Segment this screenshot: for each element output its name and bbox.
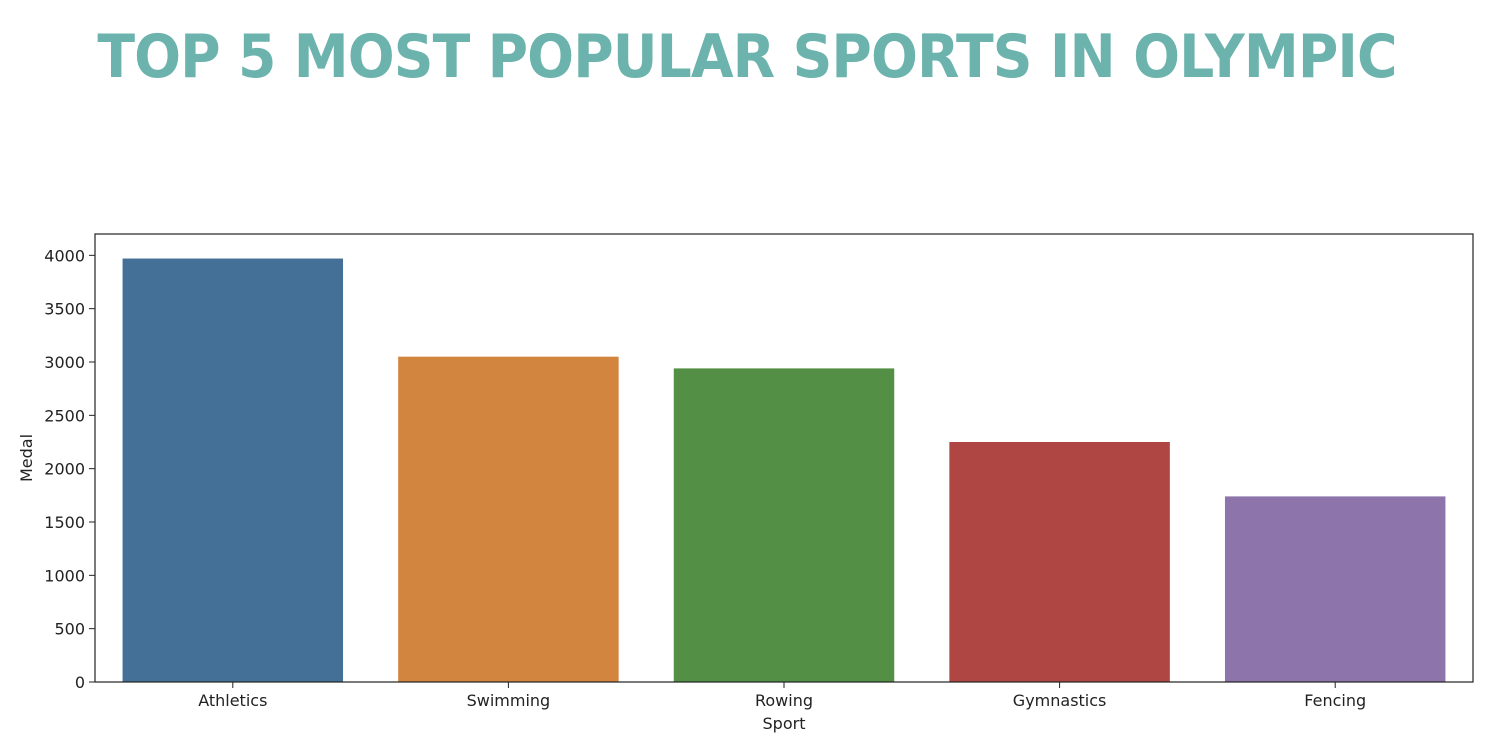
y-tick-label: 2500 xyxy=(44,406,85,425)
x-tick-label: Athletics xyxy=(198,691,267,710)
bar-rowing xyxy=(673,368,895,682)
y-tick-label: 1500 xyxy=(44,513,85,532)
bars xyxy=(122,258,1446,682)
bar-swimming xyxy=(398,356,619,682)
y-axis-ticks: 0 500 1000 1500 2000 2500 3000 3500 4000 xyxy=(44,246,95,692)
x-axis-ticks: Athletics Swimming Rowing Gymnastics Fencing xyxy=(198,682,1366,710)
x-tick-label: Gymnastics xyxy=(1013,691,1107,710)
y-tick-label: 3000 xyxy=(44,353,85,372)
x-tick-label: Swimming xyxy=(467,691,551,710)
x-axis-label: Sport xyxy=(763,714,806,733)
chart-title: TOP 5 MOST POPULAR SPORTS IN OLYMPIC xyxy=(97,22,1397,92)
y-axis-label: Medal xyxy=(17,434,36,482)
x-tick-label: Fencing xyxy=(1304,691,1366,710)
y-tick-label: 0 xyxy=(75,673,85,692)
y-tick-label: 1000 xyxy=(44,566,85,585)
x-tick-label: Rowing xyxy=(755,691,813,710)
y-tick-label: 500 xyxy=(54,620,85,639)
bar-fencing xyxy=(1224,496,1446,682)
y-tick-label: 3500 xyxy=(44,300,85,319)
y-tick-label: 4000 xyxy=(44,246,85,265)
bar-gymnastics xyxy=(949,442,1170,682)
y-tick-label: 2000 xyxy=(44,460,85,479)
bar-athletics xyxy=(122,258,344,682)
